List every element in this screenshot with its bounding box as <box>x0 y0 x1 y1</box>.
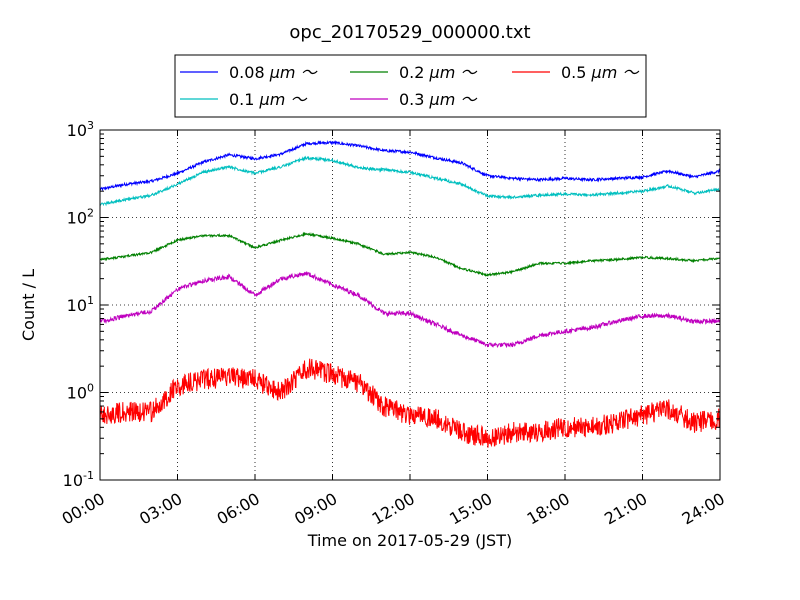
legend-box <box>174 54 647 118</box>
legend: 0.08 μm ～ 0.1 μm ～ 0.2 μm ～ 0.3 μm ～ 0.5 μm … <box>174 54 647 118</box>
x-tick-label: 21:00 <box>601 489 650 529</box>
y-axis-label: Count / L <box>19 269 38 341</box>
x-tick-label: 24:00 <box>679 489 728 529</box>
x-tick-label: 03:00 <box>136 489 185 529</box>
x-axis-label: Time on 2017-05-29 (JST) <box>307 531 512 550</box>
legend-label: 0.1 μm ～ <box>229 90 308 109</box>
y-tick-label: 102 <box>67 207 94 228</box>
legend-label: 0.3 μm ～ <box>399 90 478 109</box>
legend-label: 0.2 μm ～ <box>399 63 478 82</box>
legend-label: 0.5 μm ～ <box>561 63 640 82</box>
series-line-0.08 <box>99 139 721 192</box>
series-layer <box>99 139 721 448</box>
x-tick-label: 09:00 <box>291 489 340 529</box>
x-tick-label: 00:00 <box>59 489 108 529</box>
y-tick-label: 101 <box>67 294 94 315</box>
grid <box>100 130 720 480</box>
y-tick-label: 103 <box>67 119 94 140</box>
series-line-0.1 <box>99 155 721 207</box>
series-line-0.3 <box>99 271 721 349</box>
y-tick-label: 100 <box>67 382 94 403</box>
series-line-0.2 <box>99 231 721 278</box>
y-tick-label: 10-1 <box>63 469 94 490</box>
x-tick-label: 15:00 <box>446 489 495 529</box>
series-line-0.5 <box>99 358 721 448</box>
x-tick-label: 12:00 <box>369 489 418 529</box>
x-tick-label: 18:00 <box>524 489 573 529</box>
legend-label: 0.08 μm ～ <box>229 63 319 82</box>
chart-title: opc_20170529_000000.txt <box>289 22 530 43</box>
x-tick-label: 06:00 <box>214 489 263 529</box>
